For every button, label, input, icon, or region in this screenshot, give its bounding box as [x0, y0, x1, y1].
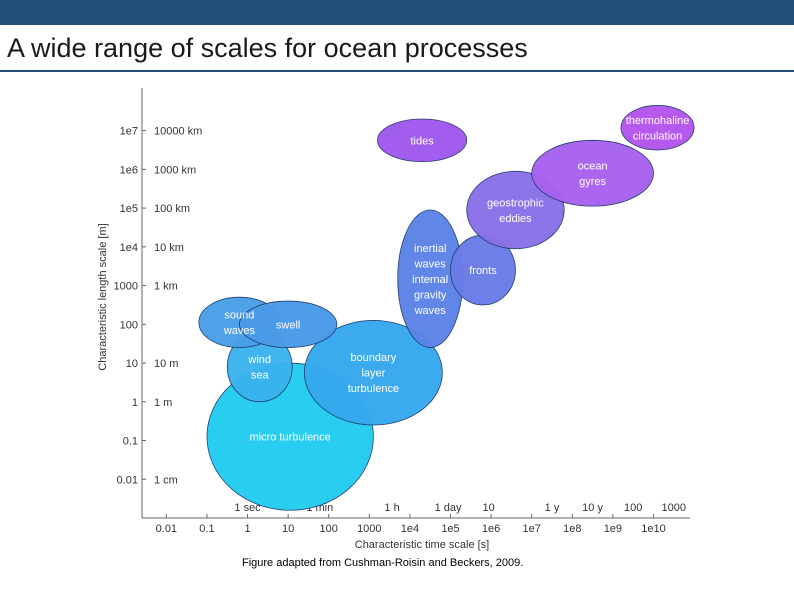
x-tick-label: 1e10 [641, 523, 665, 535]
process-bubbles [198, 105, 695, 511]
header-bar [0, 0, 794, 25]
y-unit-label: 1000 km [154, 164, 196, 176]
label-thermohaline-circulation: circulation [633, 130, 683, 142]
x-tick-label: 0.1 [199, 523, 214, 535]
label-swell: swell [276, 319, 300, 331]
x-unit-label: 10 [483, 502, 495, 514]
label-geostrophic-eddies: eddies [499, 213, 532, 225]
label-boundary-layer-turbulence: boundary [350, 352, 396, 364]
label-inertial-waves-internal-gravity-waves: internal [412, 274, 448, 286]
label-inertial-waves-internal-gravity-waves: waves [414, 305, 447, 317]
x-tick-label: 1e9 [604, 523, 622, 535]
label-inertial-waves-internal-gravity-waves: inertial [414, 243, 446, 255]
x-unit-label: 1 sec [234, 502, 261, 514]
x-unit-label: 1 day [435, 502, 462, 514]
y-unit-label: 1 cm [154, 474, 178, 486]
label-ocean-gyres: gyres [579, 176, 606, 188]
y-unit-label: 10000 km [154, 126, 202, 138]
bubble-tides [377, 118, 468, 163]
x-unit-label: 10 y [582, 502, 603, 514]
y-tick-label: 1000 [114, 281, 138, 293]
process-labels: micro turbulence wind sea boundary layer turb… [223, 115, 689, 444]
x-unit-label: 1 y [545, 502, 560, 514]
label-geostrophic-eddies: geostrophic [487, 197, 544, 209]
label-sound-waves: waves [223, 325, 256, 337]
x-unit-label: 1 h [384, 502, 399, 514]
bubble-boundary-layer-turbulence [303, 320, 443, 426]
y-tick-label: 1e6 [120, 164, 138, 176]
x-tick-label: 1000 [357, 523, 381, 535]
y-tick-label: 10 [126, 358, 138, 370]
x-tick-label: 100 [320, 523, 338, 535]
x-unit-label: 1000 [662, 502, 686, 514]
bubble-swell [239, 300, 338, 348]
axes: 0.01 0.1 1 10 100 1000 1e4 1e5 1e6 1e7 1 cm 1 m 10 m… [97, 88, 690, 551]
x-tick-label: 1e5 [441, 523, 459, 535]
y-unit-label: 1 m [154, 397, 172, 409]
x-unit-label: 100 [624, 502, 642, 514]
label-ocean-gyres: ocean [578, 160, 608, 172]
x-tick-label: 1e6 [482, 523, 500, 535]
label-boundary-layer-turbulence: turbulence [348, 383, 399, 395]
label-fronts: fronts [469, 265, 497, 277]
label-sound-waves: sound [224, 310, 254, 322]
x-axis-title: Characteristic time scale [s] [355, 539, 489, 551]
y-tick-label: 100 [120, 319, 138, 331]
x-tick-label: 1 [244, 523, 250, 535]
label-tides: tides [410, 135, 434, 147]
label-boundary-layer-turbulence: layer [361, 368, 385, 380]
bubble-geostrophic-eddies [466, 170, 565, 250]
y-tick-label: 1 [132, 397, 138, 409]
y-tick-label: 0.1 [123, 436, 138, 448]
y-tick-label: 1e7 [120, 126, 138, 138]
y-tick-label: 0.01 [117, 474, 138, 486]
y-tick-label: 1e5 [120, 203, 138, 215]
bubble-thermohaline-circulation [620, 105, 695, 151]
label-thermohaline-circulation: thermohaline [626, 115, 690, 127]
slide-title: A wide range of scales for ocean process… [7, 33, 528, 63]
x-tick-label: 1e8 [563, 523, 581, 535]
y-unit-label: 10 km [154, 242, 184, 254]
label-wind-sea: sea [251, 370, 270, 382]
y-axis-title: Characteristic length scale [m] [97, 223, 109, 370]
y-tick-label: 1e4 [120, 242, 138, 254]
label-wind-sea: wind [247, 354, 271, 366]
x-tick-label: 1e4 [401, 523, 419, 535]
label-inertial-waves-internal-gravity-waves: gravity [414, 289, 447, 301]
bubble-ocean-gyres [531, 139, 654, 207]
x-tick-label: 1e7 [523, 523, 541, 535]
y-unit-label: 100 km [154, 203, 190, 215]
x-tick-label: 0.01 [156, 523, 177, 535]
y-unit-label: 10 m [154, 358, 178, 370]
x-tick-label: 10 [282, 523, 294, 535]
label-inertial-waves-internal-gravity-waves: waves [414, 258, 447, 270]
label-micro-turbulence: micro turbulence [249, 432, 330, 444]
figure-caption: Figure adapted from Cushman-Roisin and B… [242, 557, 524, 569]
y-unit-label: 1 km [154, 281, 178, 293]
title-divider [0, 70, 794, 72]
